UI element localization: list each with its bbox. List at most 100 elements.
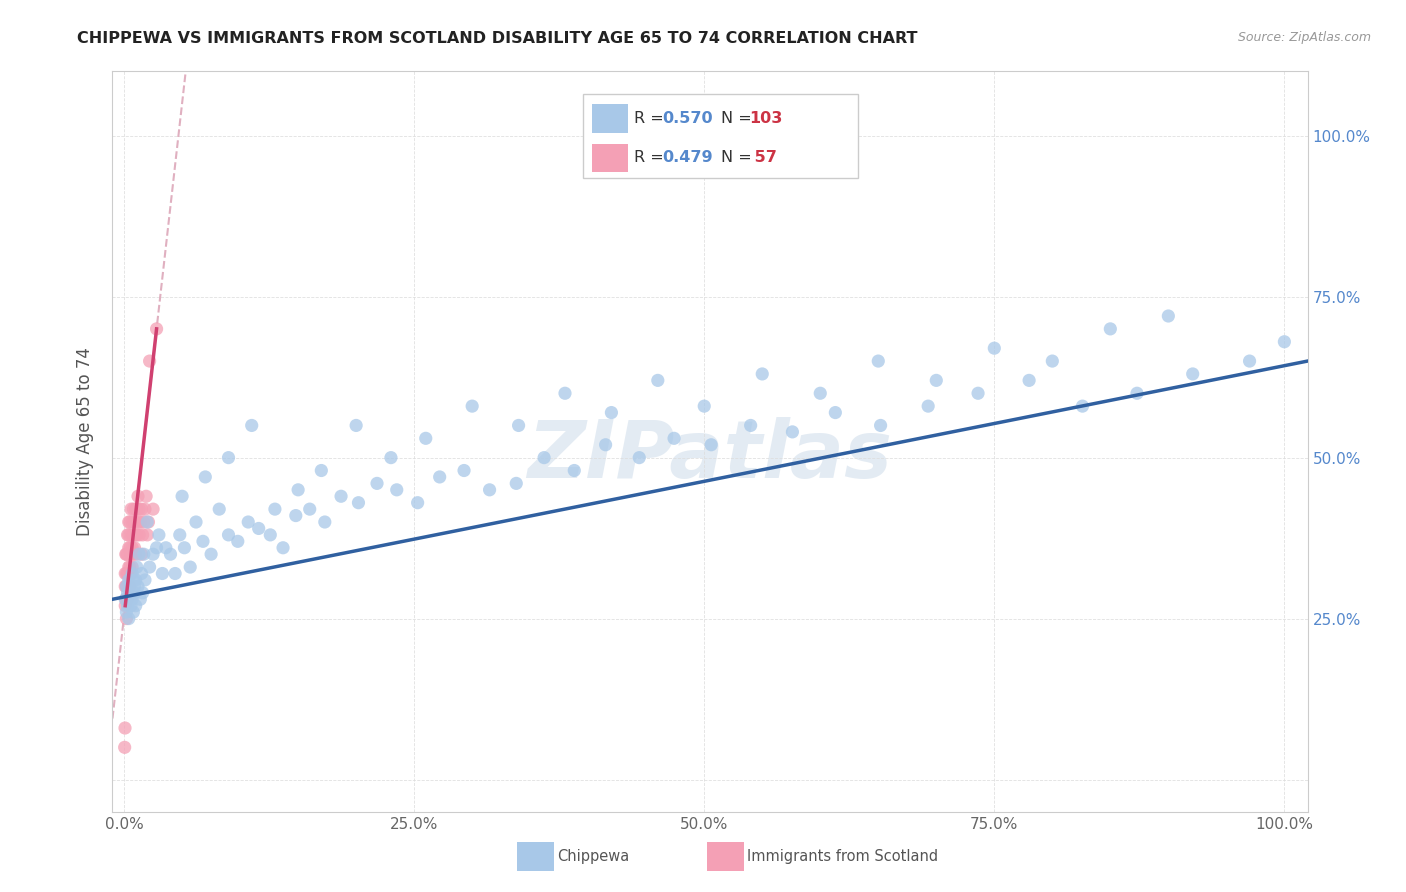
Text: 57: 57 [749, 151, 778, 165]
Point [1239, 354, 1261, 368]
Point [429, 470, 451, 484]
Point [131, 528, 153, 542]
Point [264, 502, 287, 516]
Point [129, 515, 152, 529]
Point [121, 515, 143, 529]
Point [595, 438, 617, 452]
Point [1157, 309, 1180, 323]
Point [129, 592, 152, 607]
Point [925, 373, 948, 387]
Point [115, 611, 138, 625]
Point [118, 515, 141, 529]
Point [131, 547, 153, 561]
Point [118, 560, 141, 574]
Point [1272, 334, 1295, 349]
Point [118, 579, 141, 593]
Point [136, 515, 159, 529]
Point [311, 463, 333, 477]
Point [751, 367, 773, 381]
Text: ZIPatlas: ZIPatlas [527, 417, 893, 495]
Point [247, 521, 270, 535]
Point [172, 489, 194, 503]
Point [1071, 399, 1094, 413]
Point [142, 547, 165, 561]
Text: CHIPPEWA VS IMMIGRANTS FROM SCOTLAND DISABILITY AGE 65 TO 74 CORRELATION CHART: CHIPPEWA VS IMMIGRANTS FROM SCOTLAND DIS… [77, 31, 918, 46]
Point [120, 586, 142, 600]
Point [122, 573, 145, 587]
Point [115, 579, 138, 593]
Point [118, 592, 141, 607]
Text: 103: 103 [749, 112, 783, 126]
Point [145, 541, 167, 555]
Point [120, 566, 142, 581]
Point [122, 502, 145, 516]
Point [124, 586, 146, 600]
Point [1099, 322, 1122, 336]
Point [366, 476, 388, 491]
Point [124, 541, 146, 555]
Point [824, 406, 846, 420]
Point [298, 502, 321, 516]
Point [478, 483, 501, 497]
Point [125, 573, 148, 587]
Point [114, 547, 136, 561]
Point [124, 515, 146, 529]
Point [194, 470, 217, 484]
Point [131, 502, 153, 516]
Point [406, 496, 429, 510]
Text: R =: R = [634, 151, 669, 165]
Point [238, 515, 260, 529]
Point [562, 463, 585, 477]
Point [114, 579, 136, 593]
Point [461, 399, 484, 413]
Point [132, 547, 155, 561]
Point [125, 528, 148, 542]
Point [122, 528, 145, 542]
Point [179, 560, 201, 574]
Point [380, 450, 402, 465]
Point [120, 599, 142, 613]
Point [122, 547, 145, 561]
Point [983, 341, 1005, 355]
Point [148, 528, 170, 542]
Point [114, 740, 136, 755]
Point [782, 425, 804, 439]
Point [115, 566, 138, 581]
Point [117, 547, 139, 561]
Point [138, 560, 160, 574]
Point [125, 560, 148, 574]
Point [145, 322, 167, 336]
Point [117, 586, 139, 600]
Point [740, 418, 762, 433]
Point [127, 515, 149, 529]
Point [869, 418, 891, 433]
Point [208, 502, 231, 516]
Point [917, 399, 939, 413]
Point [868, 354, 890, 368]
Point [125, 599, 148, 613]
Point [453, 463, 475, 477]
Point [125, 547, 148, 561]
Point [128, 547, 150, 561]
Point [1040, 354, 1063, 368]
Point [128, 528, 150, 542]
Text: 0.570: 0.570 [662, 112, 713, 126]
Point [165, 566, 187, 581]
Point [131, 586, 153, 600]
Point [121, 566, 143, 581]
Point [121, 592, 143, 607]
Point [385, 483, 408, 497]
Point [114, 721, 136, 735]
Point [121, 541, 143, 555]
Point [533, 450, 555, 465]
Point [118, 573, 141, 587]
Point [415, 431, 437, 445]
Point [259, 528, 281, 542]
Point [628, 450, 651, 465]
Point [118, 560, 141, 574]
Point [125, 502, 148, 516]
Point [118, 515, 141, 529]
Point [169, 528, 191, 542]
Point [142, 502, 165, 516]
Point [118, 579, 141, 593]
